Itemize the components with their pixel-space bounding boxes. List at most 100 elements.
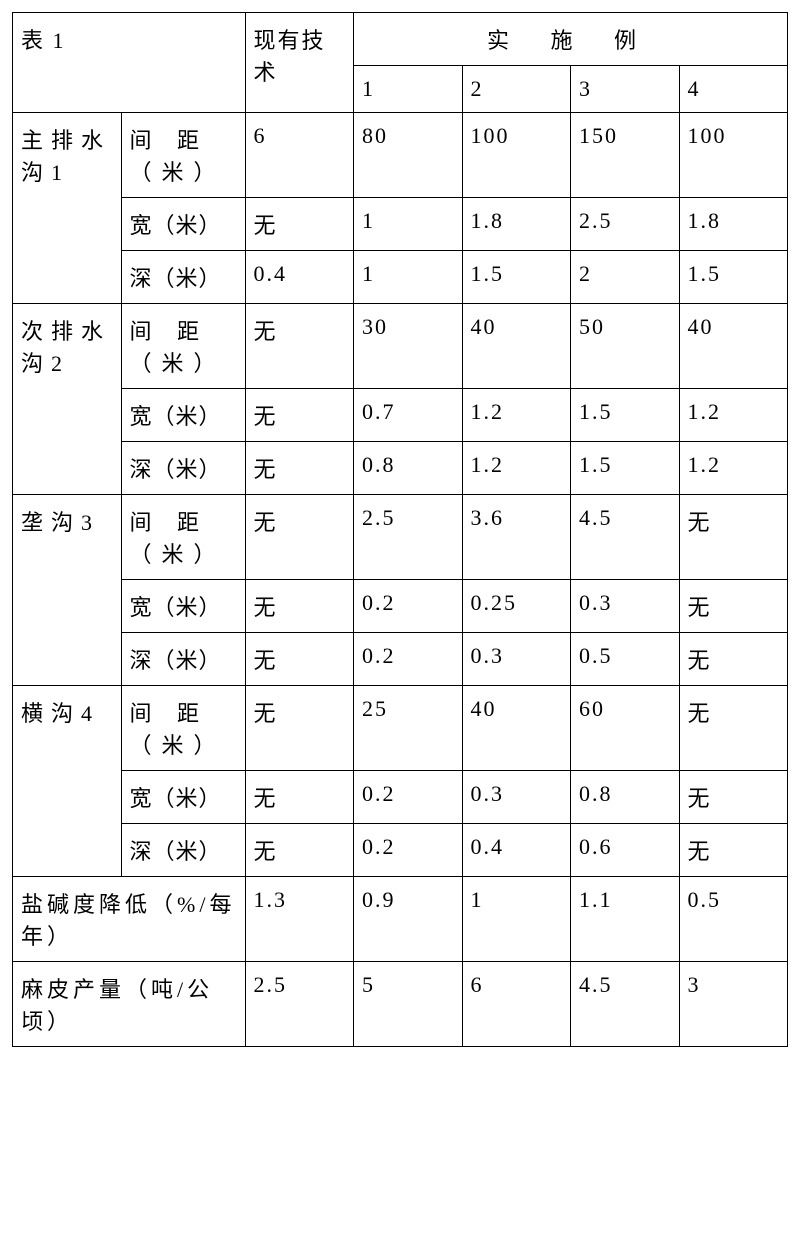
param-spacing: 间 距（米） bbox=[121, 113, 245, 198]
param-spacing: 间 距（米） bbox=[121, 495, 245, 580]
cell: 1.5 bbox=[679, 251, 788, 304]
cell: 2.5 bbox=[571, 198, 680, 251]
example-2-header: 2 bbox=[462, 66, 571, 113]
cell: 3.6 bbox=[462, 495, 571, 580]
cell: 30 bbox=[354, 304, 463, 389]
example-4-header: 4 bbox=[679, 66, 788, 113]
cell: 40 bbox=[462, 304, 571, 389]
table-row: 深（米） 0.4 1 1.5 2 1.5 bbox=[13, 251, 788, 304]
table-row: 主排水沟1 间 距（米） 6 80 100 150 100 bbox=[13, 113, 788, 198]
cell: 1.2 bbox=[679, 389, 788, 442]
cell: 2.5 bbox=[245, 962, 354, 1047]
cell: 0.25 bbox=[462, 580, 571, 633]
cell: 1 bbox=[462, 877, 571, 962]
param-depth: 深（米） bbox=[121, 442, 245, 495]
cell: 无 bbox=[245, 771, 354, 824]
cell: 40 bbox=[462, 686, 571, 771]
table-row: 垄沟3 间 距（米） 无 2.5 3.6 4.5 无 bbox=[13, 495, 788, 580]
cell: 无 bbox=[245, 495, 354, 580]
cell: 1.5 bbox=[571, 389, 680, 442]
cell: 3 bbox=[679, 962, 788, 1047]
table-row: 宽（米） 无 0.2 0.3 0.8 无 bbox=[13, 771, 788, 824]
cell: 1 bbox=[354, 198, 463, 251]
ridge-ditch-group: 垄沟3 bbox=[13, 495, 122, 686]
cell: 2.5 bbox=[354, 495, 463, 580]
cell: 4.5 bbox=[571, 962, 680, 1047]
cell: 1.1 bbox=[571, 877, 680, 962]
cell: 60 bbox=[571, 686, 680, 771]
cell: 2 bbox=[571, 251, 680, 304]
cell: 0.2 bbox=[354, 771, 463, 824]
table-row: 宽（米） 无 0.2 0.25 0.3 无 bbox=[13, 580, 788, 633]
cell: 0.3 bbox=[462, 633, 571, 686]
param-width: 宽（米） bbox=[121, 771, 245, 824]
existing-tech-header: 现有技术 bbox=[245, 13, 354, 113]
cell: 0.2 bbox=[354, 580, 463, 633]
table-row: 深（米） 无 0.2 0.3 0.5 无 bbox=[13, 633, 788, 686]
cell: 无 bbox=[245, 389, 354, 442]
cell: 1.2 bbox=[462, 389, 571, 442]
cell: 无 bbox=[245, 824, 354, 877]
cell: 无 bbox=[679, 824, 788, 877]
cell: 0.5 bbox=[571, 633, 680, 686]
cell: 0.4 bbox=[462, 824, 571, 877]
table-header-row1: 表 1 现有技术 实 施 例 bbox=[13, 13, 788, 66]
cell: 40 bbox=[679, 304, 788, 389]
cell: 1 bbox=[354, 251, 463, 304]
param-width: 宽（米） bbox=[121, 580, 245, 633]
cell: 无 bbox=[679, 495, 788, 580]
param-spacing: 间 距（米） bbox=[121, 686, 245, 771]
param-width: 宽（米） bbox=[121, 198, 245, 251]
cell: 0.5 bbox=[679, 877, 788, 962]
table-row: 盐碱度降低（%/每年） 1.3 0.9 1 1.1 0.5 bbox=[13, 877, 788, 962]
cell: 0.2 bbox=[354, 824, 463, 877]
cell: 1.2 bbox=[679, 442, 788, 495]
sec-drain-group: 次排水沟2 bbox=[13, 304, 122, 495]
cell: 无 bbox=[245, 633, 354, 686]
cell: 0.7 bbox=[354, 389, 463, 442]
cell: 1.2 bbox=[462, 442, 571, 495]
cell: 0.9 bbox=[354, 877, 463, 962]
table-label-cell: 表 1 bbox=[13, 13, 246, 113]
param-spacing: 间 距（米） bbox=[121, 304, 245, 389]
param-width: 宽（米） bbox=[121, 389, 245, 442]
param-depth: 深（米） bbox=[121, 824, 245, 877]
cell: 100 bbox=[679, 113, 788, 198]
cell: 无 bbox=[679, 771, 788, 824]
cell: 80 bbox=[354, 113, 463, 198]
cell: 1.5 bbox=[462, 251, 571, 304]
param-depth: 深（米） bbox=[121, 633, 245, 686]
horiz-ditch-group: 横沟4 bbox=[13, 686, 122, 877]
cell: 1.8 bbox=[462, 198, 571, 251]
cell: 无 bbox=[245, 686, 354, 771]
cell: 1.8 bbox=[679, 198, 788, 251]
cell: 无 bbox=[679, 633, 788, 686]
cell: 1.5 bbox=[571, 442, 680, 495]
cell: 0.8 bbox=[571, 771, 680, 824]
cell: 50 bbox=[571, 304, 680, 389]
cell: 0.3 bbox=[571, 580, 680, 633]
cell: 25 bbox=[354, 686, 463, 771]
yield-label: 麻皮产量（吨/公顷） bbox=[13, 962, 246, 1047]
cell: 0.2 bbox=[354, 633, 463, 686]
example-3-header: 3 bbox=[571, 66, 680, 113]
table-row: 横沟4 间 距（米） 无 25 40 60 无 bbox=[13, 686, 788, 771]
table-row: 麻皮产量（吨/公顷） 2.5 5 6 4.5 3 bbox=[13, 962, 788, 1047]
cell: 无 bbox=[245, 442, 354, 495]
table-row: 宽（米） 无 0.7 1.2 1.5 1.2 bbox=[13, 389, 788, 442]
cell: 100 bbox=[462, 113, 571, 198]
table-row: 宽（米） 无 1 1.8 2.5 1.8 bbox=[13, 198, 788, 251]
cell: 4.5 bbox=[571, 495, 680, 580]
cell: 0.8 bbox=[354, 442, 463, 495]
cell: 150 bbox=[571, 113, 680, 198]
cell: 6 bbox=[245, 113, 354, 198]
table-row: 次排水沟2 间 距（米） 无 30 40 50 40 bbox=[13, 304, 788, 389]
cell: 无 bbox=[679, 686, 788, 771]
cell: 无 bbox=[245, 580, 354, 633]
cell: 1.3 bbox=[245, 877, 354, 962]
cell: 0.4 bbox=[245, 251, 354, 304]
cell: 6 bbox=[462, 962, 571, 1047]
salinity-label: 盐碱度降低（%/每年） bbox=[13, 877, 246, 962]
cell: 无 bbox=[679, 580, 788, 633]
main-drain-group: 主排水沟1 bbox=[13, 113, 122, 304]
